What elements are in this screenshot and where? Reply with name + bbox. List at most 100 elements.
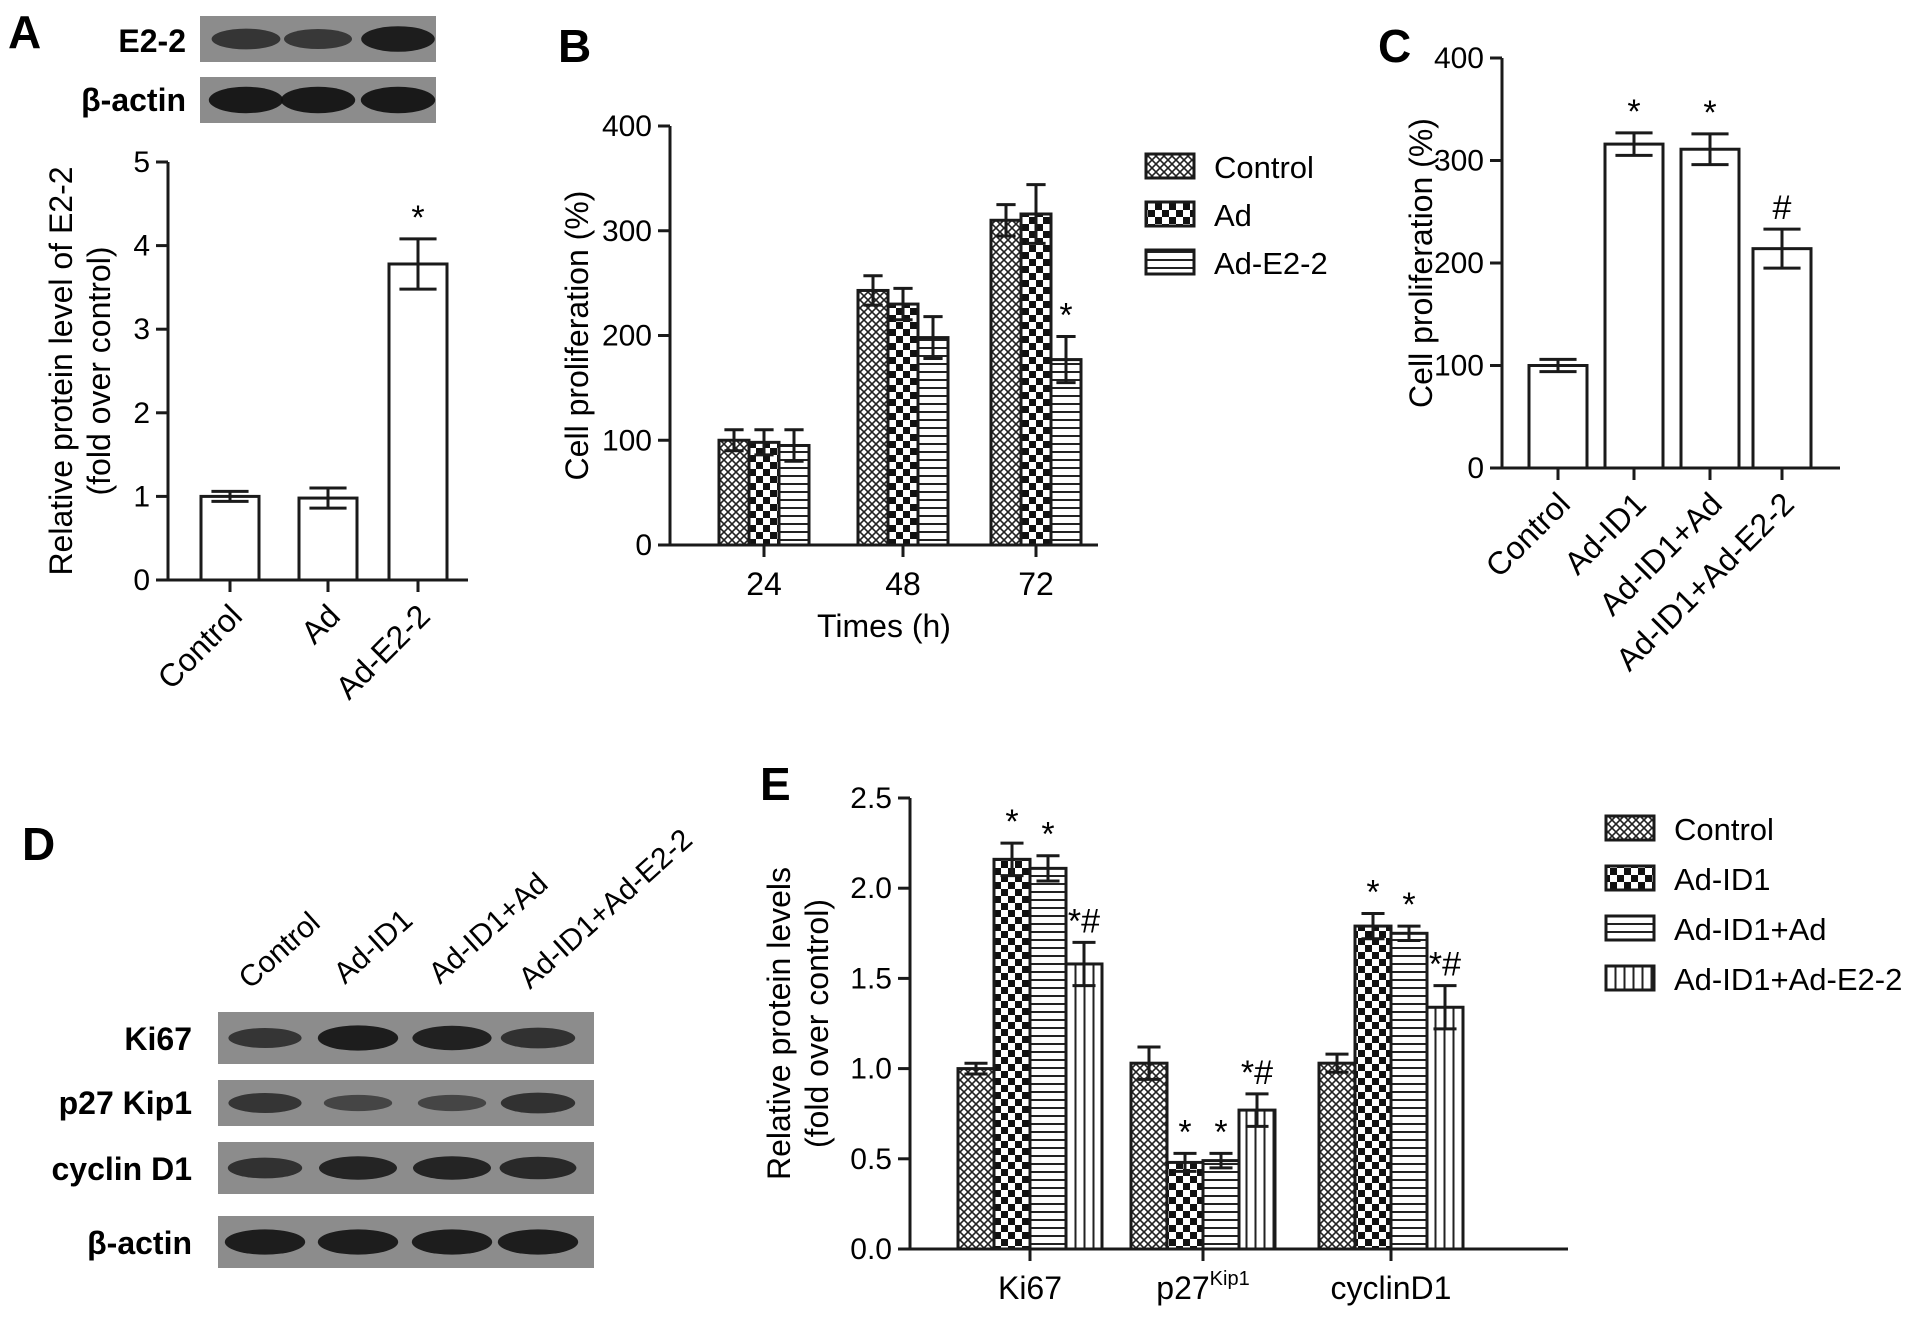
legend-label: Ad-ID1+Ad <box>1674 912 1827 947</box>
blot-d-label-cyclin: cyclin D1 <box>51 1151 192 1187</box>
significance-mark: *# <box>1429 946 1461 984</box>
blot-band <box>284 29 352 49</box>
legend-swatch <box>1604 964 1656 992</box>
bar <box>717 438 751 547</box>
blot-band <box>412 1025 492 1051</box>
panel-label-d: D <box>22 818 55 870</box>
blot-band <box>227 1157 303 1179</box>
bar <box>387 262 449 582</box>
significance-mark: # <box>1773 189 1792 227</box>
blot-band <box>224 1229 306 1255</box>
y-tick-label: 100 <box>1434 350 1484 383</box>
legend-label: Ad-E2-2 <box>1214 246 1328 281</box>
y-tick-label: 0 <box>1467 452 1484 485</box>
blot-d-lane-ad-id1: Ad-ID1 <box>328 903 419 990</box>
significance-mark: * <box>1041 816 1054 854</box>
bar <box>916 336 950 547</box>
y-tick-label: 400 <box>602 110 652 143</box>
y-tick-label: 0 <box>133 564 150 597</box>
bar <box>1527 364 1589 470</box>
chart-b: 0 100 200 300 400 Cell proliferation (%) Times… <box>559 110 1328 644</box>
bar <box>1317 1061 1357 1251</box>
y-tick-label: 300 <box>602 215 652 248</box>
bar <box>1679 147 1741 470</box>
panel-label-b: B <box>558 20 591 72</box>
legend-label: Control <box>1674 812 1774 847</box>
x-tick-label: Ad-E2-2 <box>328 597 436 705</box>
y-tick-label: 0 <box>635 529 652 562</box>
significance-mark: * <box>411 199 424 237</box>
blot-band <box>317 1229 399 1255</box>
y-axis-title-2: (fold over control) <box>81 247 117 496</box>
legend-label: Ad-ID1+Ad-E2-2 <box>1674 962 1902 997</box>
x-tick-label: 24 <box>746 566 782 602</box>
y-tick-label: 0.5 <box>850 1143 892 1176</box>
bar <box>1237 1108 1277 1251</box>
legend-swatch <box>1144 152 1196 180</box>
blot-band <box>323 1094 393 1112</box>
y-tick-label: 2.0 <box>850 872 892 905</box>
x-tick-label-superscript: Kip1 <box>1210 1268 1250 1290</box>
bar <box>992 857 1032 1251</box>
blot-band <box>361 26 435 52</box>
y-tick-label: 4 <box>133 230 150 263</box>
bar <box>956 1067 996 1251</box>
blot-band <box>228 1028 302 1048</box>
x-tick-label: 48 <box>885 566 921 602</box>
significance-mark: * <box>1178 1113 1191 1151</box>
significance-mark: * <box>1214 1113 1227 1151</box>
blot-band <box>317 1025 399 1051</box>
bar <box>1425 1005 1465 1251</box>
legend-label: Ad-ID1 <box>1674 862 1770 897</box>
y-axis-title: Relative protein levels <box>761 867 797 1180</box>
bar <box>1353 924 1393 1251</box>
significance-mark: * <box>1366 873 1379 911</box>
legend-swatch <box>1604 864 1656 892</box>
y-tick-label: 2 <box>133 397 150 430</box>
chart-c: 0 100 200 300 400 Cell proliferation (%) Contr… <box>1403 42 1840 678</box>
blot-a-label-e2-2: E2-2 <box>118 23 186 59</box>
y-tick-label: 2.5 <box>850 782 892 815</box>
blot-a-label-actin: β-actin <box>81 82 186 118</box>
blot-band <box>500 1027 576 1049</box>
significance-mark: * <box>1005 803 1018 841</box>
significance-mark: * <box>1703 94 1716 132</box>
bar <box>1049 358 1083 547</box>
significance-mark: * <box>1627 93 1640 131</box>
x-tick-label: Control <box>151 597 249 695</box>
blot-band <box>500 1092 576 1114</box>
x-axis-title: Times (h) <box>817 608 951 644</box>
bar <box>1028 866 1068 1251</box>
blot-d-lane-ad-id1-ad-e2-2: Ad-ID1+Ad-E2-2 <box>513 823 699 995</box>
x-tick-label: Ki67 <box>998 1270 1062 1306</box>
blot-band <box>319 1156 397 1180</box>
blot-band <box>411 1229 493 1255</box>
bar <box>1751 247 1813 470</box>
y-axis-title-2: (fold over control) <box>799 899 835 1148</box>
bar <box>1603 142 1665 470</box>
blot-d-label-p27: p27 Kip1 <box>59 1085 192 1121</box>
bar <box>297 496 359 582</box>
panel-label-e: E <box>760 758 791 810</box>
legend-swatch <box>1604 914 1656 942</box>
blot-band <box>417 1094 487 1112</box>
bar <box>1064 962 1104 1251</box>
bar <box>199 494 261 582</box>
y-tick-label: 3 <box>133 313 150 346</box>
y-tick-label: 100 <box>602 424 652 457</box>
chart-e: 0.0 0.5 1.0 1.5 2.0 2.5 Relative protein level… <box>761 782 1902 1306</box>
bar <box>1165 1160 1205 1251</box>
y-tick-label: 300 <box>1434 145 1484 178</box>
bar <box>886 302 920 547</box>
panel-label-a: A <box>8 6 41 58</box>
x-tick-label: Control <box>1479 485 1577 583</box>
blot-band <box>211 28 281 50</box>
blot-band <box>280 86 356 114</box>
blot-band <box>228 1093 302 1113</box>
blot-d: Control Ad-ID1 Ad-ID1+Ad Ad-ID1+Ad-E2-2 … <box>51 823 699 1268</box>
significance-mark: *# <box>1068 902 1100 940</box>
legend-swatch <box>1144 248 1196 276</box>
bar <box>1129 1061 1169 1251</box>
bar <box>1389 931 1429 1251</box>
